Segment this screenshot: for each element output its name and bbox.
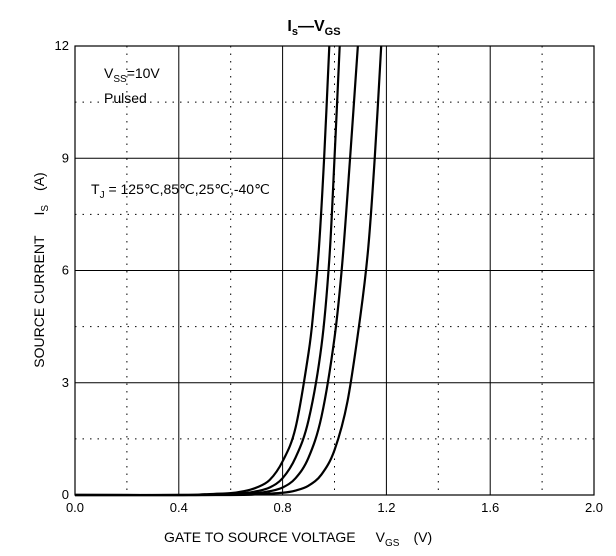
- y-axis-label-main: SOURCE CURRENT: [31, 235, 47, 368]
- y-tick-label: 9: [62, 150, 69, 165]
- x-tick-label: 0.4: [170, 500, 188, 515]
- x-tick-label: 1.2: [377, 500, 395, 515]
- annotation-vss-sym: V: [104, 65, 114, 81]
- title-sub2: GS: [325, 26, 341, 38]
- y-tick-labels: 0 3 6 9 12: [55, 38, 69, 502]
- x-tick-label: 1.6: [481, 500, 499, 515]
- y-axis-label-sub: S: [40, 205, 51, 212]
- title-main: I: [287, 18, 291, 35]
- x-tick-labels: 0.0 0.4 0.8 1.2 1.6 2.0: [66, 500, 603, 515]
- y-tick-label: 12: [55, 38, 69, 53]
- y-tick-label: 3: [62, 375, 69, 390]
- x-axis-label-main: GATE TO SOURCE VOLTAGE: [164, 529, 356, 545]
- annotation-tj-rest: = 125℃,85℃,25℃,-40℃: [105, 181, 270, 197]
- y-tick-label: 6: [62, 263, 69, 278]
- annotation-tj-sub: J: [100, 190, 105, 201]
- annotation-tj-sym: T: [91, 181, 100, 197]
- x-axis-label-symbol: V: [376, 529, 386, 545]
- annotation-tj: TJ = 125℃,85℃,25℃,-40℃: [91, 181, 270, 201]
- y-tick-label: 0: [62, 487, 69, 502]
- y-axis-label-unit: (A): [31, 172, 47, 191]
- y-axis-label-symbol: I: [31, 212, 47, 216]
- major-grid: [75, 46, 594, 495]
- x-axis-label: GATE TO SOURCE VOLTAGE VGS (V): [164, 529, 432, 549]
- y-axis-label: SOURCE CURRENT IS (A): [31, 172, 51, 367]
- x-tick-label: 2.0: [585, 500, 603, 515]
- x-tick-label: 0.0: [66, 500, 84, 515]
- annotation-vss-rest: =10V: [127, 65, 161, 81]
- annotation-vss: VSS=10V: [104, 65, 160, 85]
- y-axis-label-group: SOURCE CURRENT IS (A): [31, 172, 51, 367]
- x-tick-label: 0.8: [274, 500, 292, 515]
- title-sep: —V: [298, 18, 325, 35]
- annotation-vss-sub: SS: [113, 74, 127, 85]
- plot-frame: [74, 45, 595, 496]
- annotation-pulsed: Pulsed: [104, 90, 147, 106]
- chart-title: Is—VGS: [287, 18, 340, 38]
- title-sub1: s: [292, 26, 298, 38]
- x-axis-label-unit: (V): [413, 529, 432, 545]
- x-axis-label-sub: GS: [385, 538, 400, 549]
